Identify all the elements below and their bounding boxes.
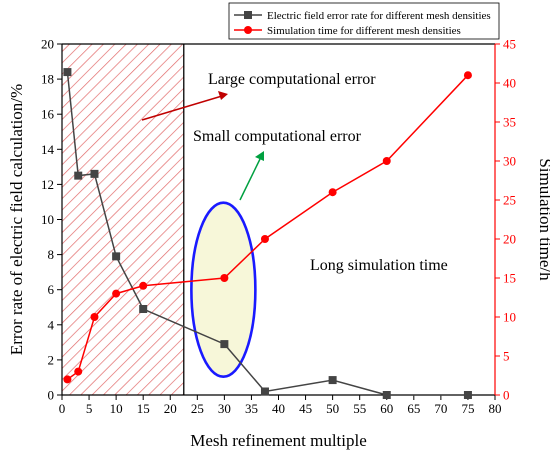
legend-marker-error bbox=[244, 11, 252, 19]
y-right-tick-label: 40 bbox=[503, 76, 516, 91]
y-left-tick-label: 16 bbox=[41, 107, 55, 122]
error-point bbox=[139, 305, 148, 314]
x-tick-label: 0 bbox=[59, 401, 66, 416]
series-line-2 bbox=[66, 74, 469, 381]
error-point bbox=[328, 376, 337, 385]
x-tick-label: 5 bbox=[86, 401, 93, 416]
annotation-large-error: Large computational error bbox=[208, 71, 376, 88]
arrow-small-error-head bbox=[255, 151, 264, 161]
time-point bbox=[139, 281, 148, 290]
annotation-long-time: Long simulation time bbox=[310, 257, 448, 274]
annotation-small-error: Small computational error bbox=[193, 128, 362, 145]
x-tick-label: 50 bbox=[326, 401, 339, 416]
error-point bbox=[260, 387, 269, 396]
y-right-axis-title: Simulation time/h bbox=[536, 158, 550, 281]
error-point bbox=[74, 171, 83, 180]
x-tick-label: 30 bbox=[218, 401, 231, 416]
x-tick-label: 75 bbox=[461, 401, 474, 416]
x-tick-label: 25 bbox=[191, 401, 204, 416]
time-point bbox=[63, 375, 72, 384]
time-point bbox=[328, 188, 337, 197]
x-tick-label: 15 bbox=[137, 401, 150, 416]
legend-box bbox=[228, 2, 500, 40]
y-right-tick-label: 0 bbox=[503, 388, 510, 403]
time-point bbox=[220, 274, 229, 282]
y-left-tick-label: 6 bbox=[48, 282, 55, 297]
time-point bbox=[463, 71, 472, 80]
y-left-tick-label: 4 bbox=[48, 317, 55, 332]
series-line-1 bbox=[66, 72, 468, 396]
x-tick-label: 10 bbox=[110, 401, 123, 416]
y-left-tick-label: 0 bbox=[48, 388, 55, 403]
x-tick-label: 65 bbox=[407, 401, 420, 416]
series bbox=[63, 68, 472, 399]
y-right-tick-label: 45 bbox=[503, 37, 516, 52]
legend-marker-time bbox=[244, 26, 252, 34]
error-point bbox=[463, 391, 472, 399]
y-right-tick-label: 35 bbox=[503, 115, 516, 130]
x-tick-label: 55 bbox=[353, 401, 366, 416]
arrow-small-error bbox=[239, 156, 262, 201]
x-tick-label: 20 bbox=[164, 401, 177, 416]
annotation-arrows bbox=[141, 91, 264, 201]
y-left-tick-label: 18 bbox=[41, 72, 54, 87]
y-left-axis-title: Error rate of electric field calculation… bbox=[7, 84, 26, 355]
legend-label-time: Simulation time for different mesh densi… bbox=[267, 25, 461, 37]
y-left-tick-label: 10 bbox=[41, 212, 54, 227]
error-point bbox=[220, 340, 229, 349]
y-right-tick-label: 25 bbox=[503, 193, 516, 208]
error-point bbox=[63, 68, 72, 77]
time-point bbox=[112, 289, 121, 298]
time-point bbox=[74, 367, 83, 376]
x-tick-label: 60 bbox=[380, 401, 393, 416]
error-point bbox=[90, 169, 99, 178]
hatched-region bbox=[62, 44, 184, 395]
error-point bbox=[382, 391, 391, 399]
highlight-ellipse bbox=[190, 201, 257, 379]
time-point bbox=[90, 313, 99, 321]
y-right-tick-label: 30 bbox=[503, 154, 516, 169]
time-point bbox=[260, 235, 269, 243]
y-right-tick-label: 10 bbox=[503, 310, 516, 325]
y-left-tick-label: 8 bbox=[48, 247, 55, 262]
y-right-tick-label: 15 bbox=[503, 271, 516, 286]
ticks: 0 5 10 15 20 25 30 35 40 45 50 55 60 65 70 75 8002468101… bbox=[41, 37, 516, 417]
legend-label-error: Electric field error rate for different … bbox=[267, 10, 491, 22]
x-tick-label: 80 bbox=[489, 401, 502, 416]
y-right-tick-label: 20 bbox=[503, 232, 516, 247]
x-tick-label: 40 bbox=[272, 401, 285, 416]
y-left-tick-label: 12 bbox=[41, 177, 54, 192]
x-tick-label: 45 bbox=[299, 401, 312, 416]
x-tick-label: 70 bbox=[434, 401, 447, 416]
y-left-tick-label: 20 bbox=[41, 37, 54, 52]
x-tick-label: 35 bbox=[245, 401, 258, 416]
y-left-tick-label: 2 bbox=[48, 352, 55, 367]
time-point bbox=[382, 157, 391, 165]
y-right-tick-label: 5 bbox=[503, 349, 510, 364]
arrow-large-error bbox=[141, 95, 223, 121]
error-point bbox=[112, 252, 121, 261]
x-axis-title: Mesh refinement multiple bbox=[190, 431, 367, 450]
legend: Electric field error rate for different … bbox=[228, 2, 500, 40]
y-left-tick-label: 14 bbox=[41, 142, 55, 157]
arrow-large-error-head bbox=[218, 91, 228, 100]
